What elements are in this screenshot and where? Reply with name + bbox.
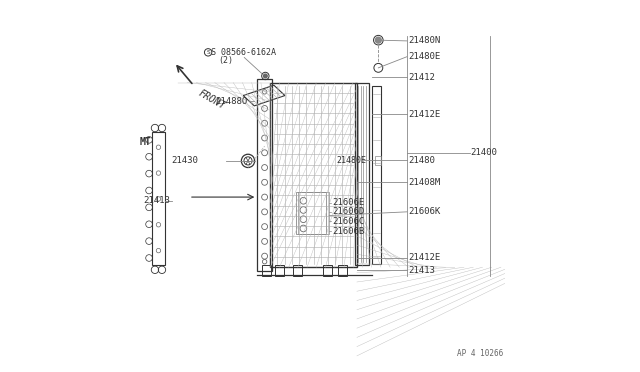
Circle shape (264, 74, 268, 78)
Bar (338, 265, 347, 276)
Text: 21408M: 21408M (408, 178, 441, 187)
Text: 21606K: 21606K (408, 207, 441, 217)
Bar (270, 83, 357, 267)
Text: 21480: 21480 (408, 155, 435, 165)
Text: 21412: 21412 (408, 73, 435, 81)
Text: S 08566-6162A: S 08566-6162A (211, 48, 276, 57)
Bar (275, 265, 284, 276)
Text: 21412E: 21412E (408, 253, 441, 263)
Text: 21606C: 21606C (332, 217, 364, 225)
Text: 21413: 21413 (408, 266, 435, 275)
Text: FRONT: FRONT (196, 88, 227, 112)
Bar (298, 192, 329, 234)
Text: 21412E: 21412E (408, 109, 441, 119)
Bar (262, 265, 271, 276)
Text: 21430: 21430 (172, 156, 198, 166)
Text: 21480E: 21480E (408, 52, 441, 61)
Text: 21606D: 21606D (332, 207, 364, 217)
Bar (293, 265, 302, 276)
Circle shape (376, 37, 381, 43)
Text: 21413: 21413 (143, 196, 170, 205)
Bar (323, 265, 332, 276)
Text: AP 4 10266: AP 4 10266 (456, 350, 503, 359)
Text: (2): (2) (218, 56, 234, 65)
Bar (296, 192, 326, 234)
Bar (372, 86, 381, 263)
Text: 21488O: 21488O (216, 97, 248, 106)
Bar (355, 83, 369, 265)
Text: 21480N: 21480N (408, 36, 441, 45)
Bar (374, 156, 381, 164)
Bar (257, 79, 272, 271)
Text: MT: MT (140, 137, 152, 147)
Text: 21606E: 21606E (332, 198, 364, 207)
Text: 21606B: 21606B (332, 227, 364, 236)
Text: S: S (206, 50, 210, 55)
Text: 21480E: 21480E (336, 155, 366, 165)
Bar (152, 132, 165, 265)
Text: 21400: 21400 (470, 148, 497, 157)
